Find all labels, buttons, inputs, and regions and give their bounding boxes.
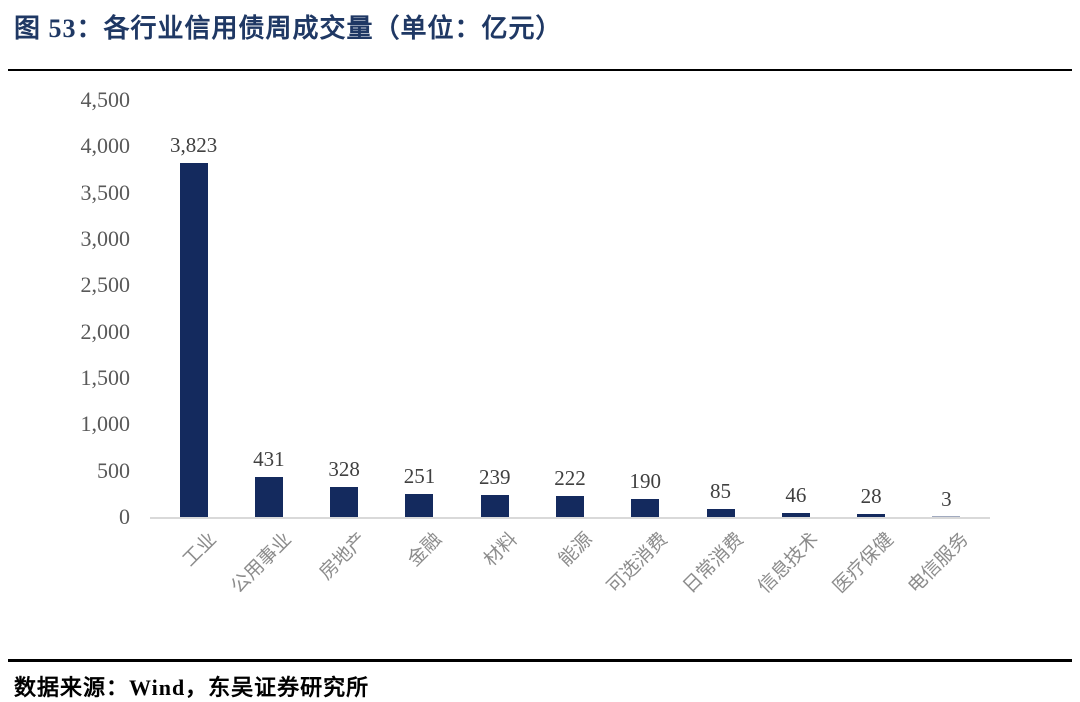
bar: [254, 477, 283, 517]
y-tick-label: 1,500: [80, 365, 131, 390]
bar-value-label: 328: [328, 456, 360, 481]
footer-divider-line: [8, 659, 1072, 662]
bar: [781, 512, 810, 517]
bar: [932, 515, 961, 517]
y-tick-label: 0: [119, 504, 130, 529]
y-tick-label: 4,500: [80, 87, 131, 112]
bar: [330, 486, 359, 517]
bar-value-label: 251: [403, 463, 436, 488]
x-category-label: 电信服务: [904, 529, 974, 598]
x-category-label: 工业: [178, 529, 221, 571]
data-source-text: 数据来源：Wind，东吴证券研究所: [14, 675, 370, 700]
y-tick-label: 500: [97, 457, 130, 483]
y-tick-label: 2,000: [80, 318, 131, 344]
bar-value-label: 3: [941, 486, 952, 511]
bar-value-label: 222: [554, 466, 586, 491]
y-tick-label: 2,500: [80, 272, 131, 298]
bar: [857, 514, 886, 517]
bar: [179, 162, 208, 517]
bar-value-label: 431: [253, 447, 285, 472]
title-divider-line: [8, 69, 1072, 71]
y-tick-label: 1,000: [80, 411, 131, 437]
y-tick-label: 3,500: [80, 179, 131, 205]
figure-title: 图 53：各行业信用债周成交量（单位：亿元）: [14, 14, 563, 43]
x-category-label: 可选消费: [603, 529, 673, 598]
x-category-label: 材料: [479, 529, 522, 571]
x-category-label: 医疗保健: [829, 529, 898, 598]
bar-chart: 0 500 1,000 1,500 2,000 2,500 3,000 3,500 4,000 4…: [0, 85, 1080, 640]
bar-value-label: 190: [629, 469, 662, 494]
x-axis-baseline: [150, 517, 990, 519]
y-tick-label: 3,000: [80, 226, 131, 251]
x-category-label: 信息技术: [754, 529, 823, 598]
bar: [631, 499, 660, 517]
bar: [405, 493, 434, 517]
x-category-label: 房地产: [315, 529, 372, 585]
bar: [706, 509, 735, 517]
bar: [480, 494, 509, 517]
bar-value-label: 3,823: [170, 132, 218, 157]
x-category-label: 日常消费: [678, 529, 748, 598]
bar-value-label: 46: [785, 482, 807, 507]
bar: [556, 496, 584, 517]
bar-value-label: 85: [710, 479, 732, 504]
bar-value-label: 28: [860, 484, 882, 509]
y-tick-label: 4,000: [80, 133, 131, 159]
x-category-label: 公用事业: [227, 529, 296, 598]
x-category-label: 金融: [404, 529, 447, 571]
x-category-label: 能源: [555, 529, 597, 571]
bar-value-label: 239: [478, 464, 511, 489]
